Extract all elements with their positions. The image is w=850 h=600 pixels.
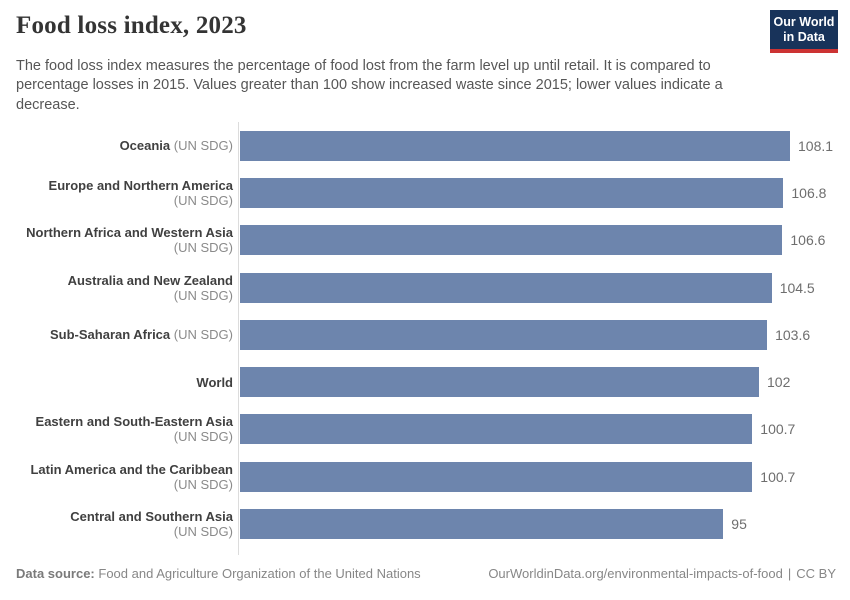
- category-label: Central and Southern Asia (UN SDG): [16, 509, 233, 539]
- bar[interactable]: [240, 319, 768, 350]
- chart-row: Oceania (UN SDG) 108.1: [16, 122, 834, 169]
- value-label: 100.7: [760, 421, 796, 438]
- bar[interactable]: [240, 130, 790, 161]
- bar[interactable]: [240, 367, 759, 398]
- chart-row: Latin America and the Caribbean (UN SDG)…: [16, 453, 834, 500]
- chart-row: Australia and New Zealand (UN SDG) 104.5: [16, 264, 834, 311]
- chart-row: Sub-Saharan Africa (UN SDG) 103.6: [16, 311, 834, 358]
- category-label: Latin America and the Caribbean (UN SDG): [16, 462, 233, 492]
- category-entity-suffix: (UN SDG): [173, 138, 233, 154]
- bar-chart: Oceania (UN SDG) 108.1 Europe and Northe…: [16, 122, 834, 555]
- bar[interactable]: [240, 509, 724, 540]
- bar-track: 104.5: [239, 272, 834, 303]
- credit-license: CC BY: [796, 566, 836, 581]
- category-name: Sub-Saharan Africa: [49, 327, 171, 343]
- bar-track: 106.6: [239, 225, 834, 256]
- category-label: World: [16, 375, 233, 390]
- bar-track: 102: [239, 367, 834, 398]
- bar-track: 108.1: [239, 130, 834, 161]
- owid-logo-line1: Our World: [773, 15, 835, 29]
- data-source-value: Food and Agriculture Organization of the…: [98, 566, 421, 581]
- category-name: Eastern and South-Eastern Asia: [35, 414, 233, 430]
- chart-row: Northern Africa and Western Asia (UN SDG…: [16, 217, 834, 264]
- category-name: World: [196, 374, 233, 390]
- category-entity-suffix: (UN SDG): [173, 240, 233, 256]
- credit-separator: |: [787, 566, 792, 581]
- owid-logo-line2: in Data: [783, 30, 825, 44]
- category-name: Australia and New Zealand: [67, 272, 233, 288]
- owid-logo[interactable]: Our World in Data: [770, 10, 838, 53]
- bar-track: 100.7: [239, 461, 834, 492]
- chart-subtitle: The food loss index measures the percent…: [16, 58, 723, 113]
- category-label: Europe and Northern America (UN SDG): [16, 178, 233, 208]
- data-source: Data source: Food and Agriculture Organi…: [16, 566, 421, 581]
- category-entity-suffix: (UN SDG): [173, 327, 233, 343]
- data-source-label: Data source:: [16, 566, 95, 581]
- category-label: Australia and New Zealand (UN SDG): [16, 273, 233, 303]
- category-name: Northern Africa and Western Asia: [26, 225, 233, 241]
- chart-rows: Oceania (UN SDG) 108.1 Europe and Northe…: [16, 122, 834, 548]
- bar[interactable]: [240, 272, 772, 303]
- bar[interactable]: [240, 461, 753, 492]
- category-entity-suffix: (UN SDG): [173, 192, 233, 208]
- value-label: 102: [767, 374, 791, 391]
- chart-row: Eastern and South-Eastern Asia (UN SDG) …: [16, 406, 834, 453]
- bar[interactable]: [240, 414, 753, 445]
- y-axis-line: [238, 122, 239, 555]
- value-label: 106.8: [791, 184, 827, 201]
- category-name: Latin America and the Caribbean: [30, 461, 233, 477]
- bar-track: 103.6: [239, 319, 834, 350]
- value-label: 104.5: [779, 279, 815, 296]
- category-label: Eastern and South-Eastern Asia (UN SDG): [16, 414, 233, 444]
- category-entity-suffix: (UN SDG): [173, 287, 233, 303]
- credit-line: OurWorldinData.org/environmental-impacts…: [488, 566, 836, 581]
- chart-row: Europe and Northern America (UN SDG) 106…: [16, 169, 834, 216]
- category-name: Oceania: [119, 138, 171, 154]
- bar-track: 106.8: [239, 177, 834, 208]
- category-entity-suffix: (UN SDG): [173, 476, 233, 492]
- category-name: Central and Southern Asia: [70, 509, 233, 525]
- value-label: 106.6: [790, 232, 826, 249]
- bar[interactable]: [240, 225, 783, 256]
- value-label: 108.1: [798, 137, 834, 154]
- category-entity-suffix: (UN SDG): [173, 524, 233, 540]
- category-label: Northern Africa and Western Asia (UN SDG…: [16, 225, 233, 255]
- category-label: Sub-Saharan Africa (UN SDG): [16, 327, 233, 342]
- value-label: 95: [731, 516, 747, 533]
- value-label: 100.7: [760, 468, 796, 485]
- bar-track: 100.7: [239, 414, 834, 445]
- bar-track: 95: [239, 509, 834, 540]
- bar[interactable]: [240, 177, 784, 208]
- category-label: Oceania (UN SDG): [16, 138, 233, 153]
- category-entity-suffix: (UN SDG): [173, 429, 233, 445]
- chart-row: Central and Southern Asia (UN SDG) 95: [16, 500, 834, 547]
- category-name: Europe and Northern America: [48, 177, 233, 193]
- chart-footer: Data source: Food and Agriculture Organi…: [16, 566, 836, 581]
- value-label: 103.6: [775, 326, 811, 343]
- page-title: Food loss index, 2023: [16, 12, 247, 39]
- credit-url-link[interactable]: OurWorldinData.org/environmental-impacts…: [488, 566, 783, 581]
- chart-row: World 102: [16, 358, 834, 405]
